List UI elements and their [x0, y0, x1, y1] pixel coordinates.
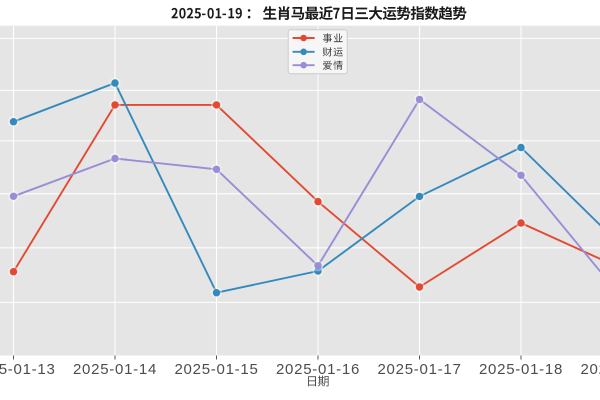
svg-text:2025-01-16: 2025-01-16 [276, 361, 360, 378]
svg-text:2025-01-14: 2025-01-14 [73, 361, 157, 378]
svg-text:2025-01-18: 2025-01-18 [479, 361, 563, 378]
svg-text:2025-01-15: 2025-01-15 [174, 361, 258, 378]
svg-text:2025-01-17: 2025-01-17 [377, 361, 461, 378]
svg-text:2025-01-19: 2025-01-19 [580, 361, 600, 378]
svg-text:2025-01-13: 2025-01-13 [0, 361, 56, 378]
